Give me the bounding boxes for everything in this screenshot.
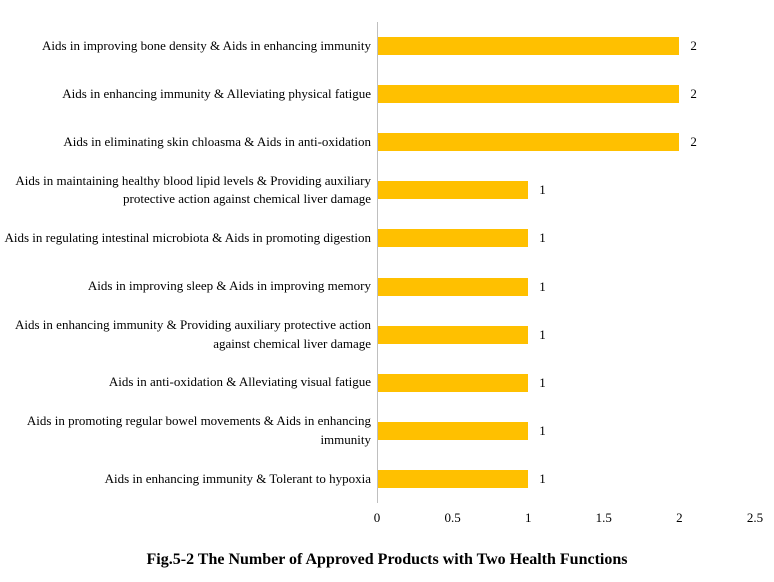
x-tick-label: 0.5 (444, 510, 461, 525)
value-label: 2 (690, 134, 697, 150)
chart-row: Aids in promoting regular bowel movement… (0, 407, 774, 455)
bar-track: 2 (377, 118, 755, 166)
bar-track: 1 (377, 262, 755, 310)
plot-area: Aids in improving bone density & Aids in… (0, 22, 774, 503)
value-label: 1 (539, 278, 546, 294)
x-tick-label: 0 (373, 510, 381, 525)
x-tick-label: 1.5 (595, 510, 612, 525)
bar-track: 1 (377, 166, 755, 214)
chart-row: Aids in enhancing immunity & Alleviating… (0, 70, 774, 118)
category-label: Aids in enhancing immunity & Providing a… (15, 317, 371, 351)
value-label: 2 (690, 38, 697, 54)
bar (377, 37, 680, 56)
bar (377, 373, 529, 392)
bar-track: 1 (377, 407, 755, 455)
chart-row: Aids in anti-oxidation & Alleviating vis… (0, 359, 774, 407)
chart-row: Aids in enhancing immunity & Tolerant to… (0, 455, 774, 503)
x-tick-label: 1 (524, 510, 532, 525)
category-label: Aids in promoting regular bowel movement… (26, 413, 371, 447)
chart-row: Aids in regulating intestinal microbiota… (0, 214, 774, 262)
category-label: Aids in maintaining healthy blood lipid … (15, 172, 371, 207)
chart-row: Aids in improving sleep & Aids in improv… (0, 262, 774, 310)
y-axis-line (377, 22, 378, 503)
bar-track: 1 (377, 359, 755, 407)
bar (377, 421, 529, 440)
category-label: Aids in anti-oxidation & Alleviating vis… (108, 374, 371, 390)
x-tick-label: 2 (676, 510, 683, 525)
x-axis-ticks: 0 0.5 1 1.5 2 2.5 (373, 510, 763, 528)
bar (377, 469, 529, 488)
chart-row: Aids in eliminating skin chloasma & Aids… (0, 118, 774, 166)
value-label: 1 (539, 374, 546, 390)
bar (377, 133, 680, 152)
category-label: Aids in improving sleep & Aids in improv… (87, 278, 371, 294)
figure-caption: Fig.5-2 The Number of Approved Products … (146, 551, 628, 568)
value-label: 1 (539, 326, 546, 342)
bar-track: 1 (377, 455, 755, 503)
x-tick-label: 2.5 (746, 510, 764, 525)
bar-track: 1 (377, 311, 755, 359)
chart-row: Aids in maintaining healthy blood lipid … (0, 166, 774, 214)
value-label: 1 (539, 230, 546, 246)
value-label: 1 (539, 470, 546, 486)
category-label: Aids in regulating intestinal microbiota… (4, 230, 372, 246)
bar (377, 85, 680, 104)
chart-row: Aids in enhancing immunity & Providing a… (0, 311, 774, 359)
bar (377, 229, 529, 248)
chart-row: Aids in improving bone density & Aids in… (0, 22, 774, 70)
value-label: 1 (539, 422, 546, 438)
category-label: Aids in enhancing immunity & Alleviating… (62, 85, 371, 101)
value-label: 1 (539, 182, 546, 198)
bar-track: 1 (377, 214, 755, 262)
category-label: Aids in improving bone density & Aids in… (42, 37, 371, 53)
bar (377, 181, 529, 200)
value-label: 2 (690, 86, 697, 102)
bar-track: 2 (377, 22, 755, 70)
bar (377, 325, 529, 344)
category-label: Aids in eliminating skin chloasma & Aids… (63, 134, 371, 149)
bar-track: 2 (377, 70, 755, 118)
bar (377, 277, 529, 296)
category-label: Aids in enhancing immunity & Tolerant to… (104, 470, 371, 486)
